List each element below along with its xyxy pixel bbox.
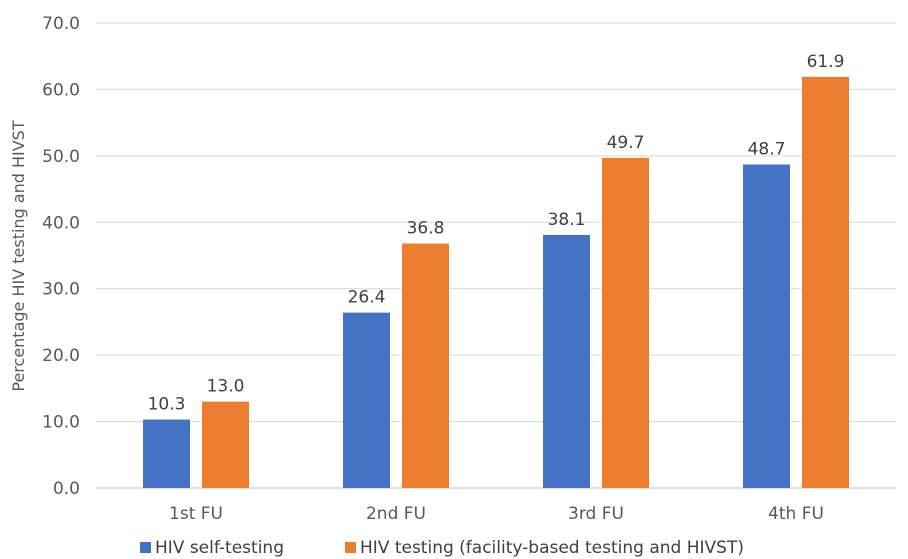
y-tick-label: 20.0 [42,346,80,366]
legend-label-series1: HIV self-testing [155,538,284,558]
y-tick-label: 0.0 [53,479,80,499]
data-label: 38.1 [548,210,586,230]
bar-series1-3 [543,234,590,488]
data-label: 36.8 [407,219,445,239]
bars [143,76,849,489]
bar-series1-1 [143,419,190,488]
legend-swatch-series1 [140,542,151,553]
x-tick-label: 4th FU [768,504,824,524]
x-axis-ticks: 1st FU 2nd FU 3rd FU 4th FU [169,504,824,524]
bar-series2-3 [602,157,649,488]
y-axis-ticks: 0.0 10.0 20.0 30.0 40.0 50.0 60.0 70.0 [42,14,80,499]
data-label: 26.4 [348,288,386,308]
legend-label-series2: HIV testing (facility-based testing and … [360,538,744,558]
x-tick-label: 2nd FU [366,504,426,524]
bar-series2-4 [802,76,849,489]
bar-series2-1 [202,401,249,488]
y-tick-label: 10.0 [42,413,80,433]
legend: HIV self-testing HIV testing (facility-ba… [140,538,744,558]
y-axis-title: Percentage HIV testing and HIVST [9,120,28,391]
legend-swatch-series2 [345,542,356,553]
data-label: 10.3 [148,395,186,415]
data-labels: 10.3 13.0 26.4 36.8 38.1 49.7 48.7 61.9 [148,52,845,415]
data-label: 49.7 [607,133,645,153]
y-tick-label: 50.0 [42,147,80,167]
y-tick-label: 40.0 [42,213,80,233]
x-tick-label: 3rd FU [568,504,624,524]
bar-series2-2 [402,243,449,488]
y-tick-label: 30.0 [42,280,80,300]
data-label: 61.9 [807,52,845,72]
data-label: 13.0 [207,377,245,397]
bar-series1-4 [743,164,790,488]
x-tick-label: 1st FU [169,504,223,524]
data-label: 48.7 [748,139,786,159]
bar-series1-2 [343,312,390,488]
y-tick-label: 70.0 [42,14,80,34]
y-tick-label: 60.0 [42,80,80,100]
